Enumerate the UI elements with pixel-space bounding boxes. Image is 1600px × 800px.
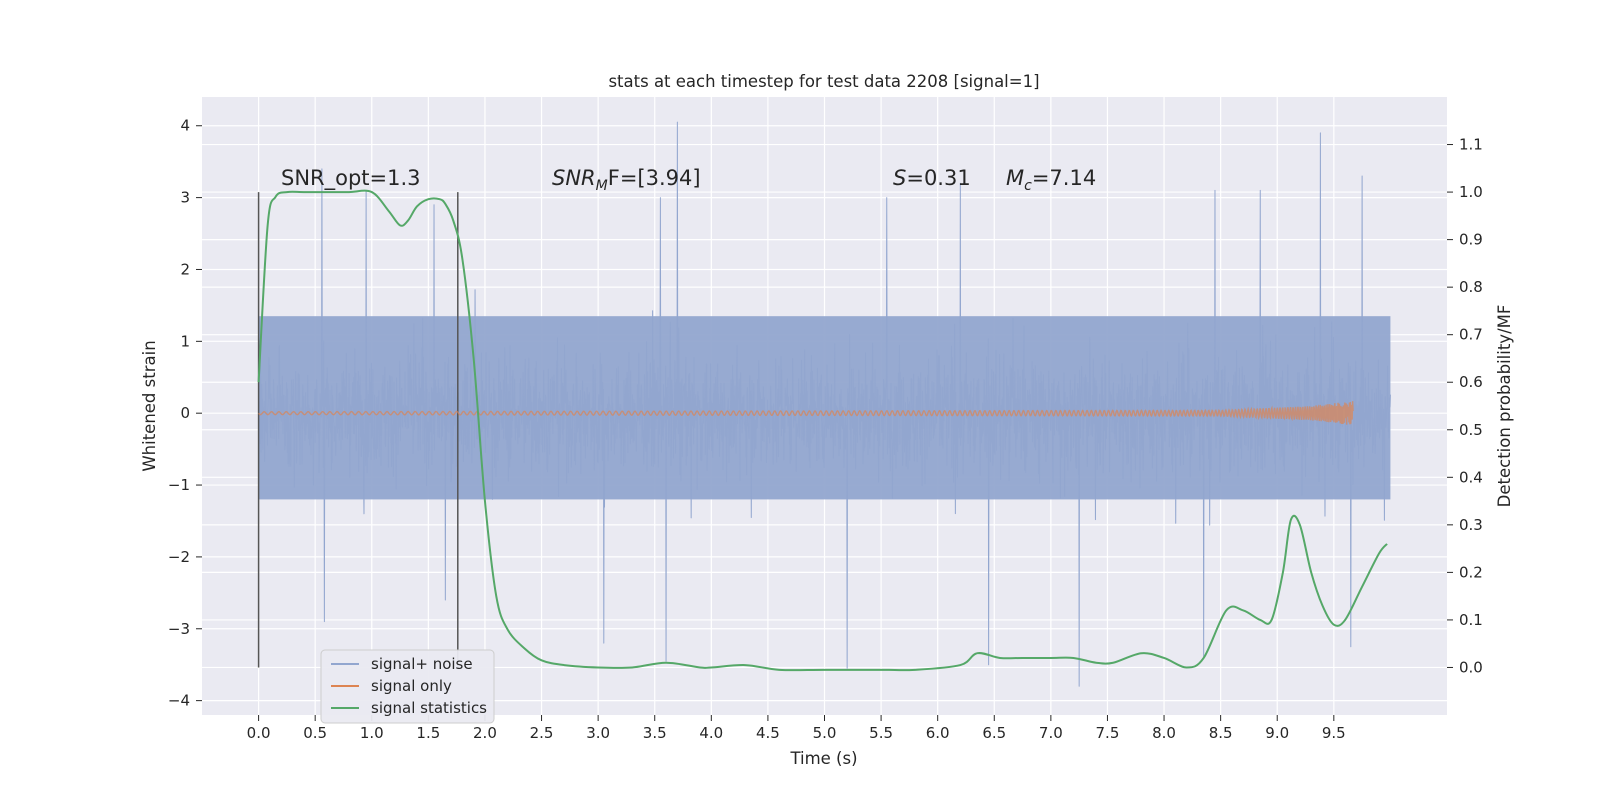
annotation-snr-mf-value: F=[3.94] xyxy=(608,166,701,190)
right-tick-label: 0.4 xyxy=(1459,468,1483,486)
x-tick-label: 1.5 xyxy=(416,724,440,742)
right-tick-label: 0.6 xyxy=(1459,373,1483,391)
right-tick-label: 0.3 xyxy=(1459,516,1483,534)
annotation-s-var: S xyxy=(893,166,906,190)
signal-only-series xyxy=(258,401,1354,425)
x-tick-label: 7.5 xyxy=(1096,724,1120,742)
right-axis-label: Detection probability/MF xyxy=(1495,305,1514,508)
x-tick-label: 9.0 xyxy=(1265,724,1289,742)
y-tick-label: 1 xyxy=(180,332,190,350)
annotation-mc-var: M xyxy=(1006,166,1024,190)
x-tick-label: 1.0 xyxy=(360,724,384,742)
x-tick-label: 8.5 xyxy=(1209,724,1233,742)
legend-label-signal-statistics: signal statistics xyxy=(371,699,487,717)
x-tick-label: 0.5 xyxy=(303,724,327,742)
y-tick-label: 0 xyxy=(180,404,190,422)
y-tick-label: −2 xyxy=(168,548,190,566)
legend-label-signal-only: signal only xyxy=(371,677,452,695)
right-tick-label: 0.7 xyxy=(1459,326,1483,344)
right-tick-label: 0.8 xyxy=(1459,278,1483,296)
annotation-snr-mf-var: SNR xyxy=(552,166,596,190)
x-tick-label: 0.0 xyxy=(247,724,271,742)
right-tick-label: 0.9 xyxy=(1459,231,1483,249)
y-axis-label: Whitened strain xyxy=(140,340,159,471)
signal-statistics-series xyxy=(257,189,1388,672)
x-tick-label: 8.0 xyxy=(1152,724,1176,742)
right-tick-label: 0.2 xyxy=(1459,563,1483,581)
x-axis-ticks: 0.0 0.5 1.0 1.5 2.0 2.5 3.0 3.5 4.0 4.5 5.0 5.5 6.0 6… xyxy=(247,715,1346,742)
signal-statistics-line xyxy=(257,189,1388,672)
x-tick-label: 5.0 xyxy=(813,724,837,742)
annotation-mc-value: =7.14 xyxy=(1032,166,1096,190)
y-tick-label: −3 xyxy=(168,620,190,638)
right-tick-label: 1.1 xyxy=(1459,136,1483,154)
y-tick-label: −4 xyxy=(168,692,190,710)
right-tick-label: 0.5 xyxy=(1459,421,1483,439)
legend-box xyxy=(320,649,495,724)
y-tick-label: 4 xyxy=(180,117,190,135)
x-tick-label: 2.5 xyxy=(530,724,554,742)
x-tick-label: 7.0 xyxy=(1039,724,1063,742)
x-tick-label: 9.5 xyxy=(1322,724,1346,742)
legend-label-signal-plus-noise: signal+ noise xyxy=(371,655,473,673)
annotation-s-value: =0.31 xyxy=(906,166,970,190)
x-tick-label: 5.5 xyxy=(869,724,893,742)
x-tick-label: 3.0 xyxy=(586,724,610,742)
right-tick-label: 0.1 xyxy=(1459,611,1483,629)
x-axis-label: Time (s) xyxy=(789,749,857,768)
annotation-mc: Mc=7.14 xyxy=(1006,166,1096,194)
x-tick-label: 6.5 xyxy=(982,724,1006,742)
x-tick-label: 4.5 xyxy=(756,724,780,742)
annotation-mc-sub: c xyxy=(1024,178,1032,194)
right-tick-label: 1.0 xyxy=(1459,183,1483,201)
y-tick-label: 2 xyxy=(180,260,190,278)
annotation-s: S=0.31 xyxy=(893,166,971,190)
window-markers xyxy=(257,192,459,668)
y-tick-label: −1 xyxy=(168,476,190,494)
signal-only-line xyxy=(258,401,1354,425)
x-tick-label: 2.0 xyxy=(473,724,497,742)
annotation-snr-mf: SNRMF=[3.94] xyxy=(552,166,701,194)
chart-title: stats at each timestep for test data 220… xyxy=(608,72,1039,91)
annotation-snr-mf-sub: M xyxy=(596,178,608,194)
y-tick-label: 3 xyxy=(180,189,190,207)
signal-plus-noise-series xyxy=(258,121,1391,687)
y-axis-ticks: 4 3 2 1 0 −1 −2 −3 −4 xyxy=(168,117,202,710)
right-tick-label: 0.0 xyxy=(1459,658,1483,676)
signal-plus-noise-line xyxy=(258,121,1391,687)
annotation-snr-opt: SNR_opt=1.3 xyxy=(281,166,421,191)
x-tick-label: 4.0 xyxy=(699,724,723,742)
x-tick-label: 6.0 xyxy=(926,724,950,742)
legend: signal+ noise signal only signal statist… xyxy=(320,649,495,724)
right-axis-ticks: 1.1 1.0 0.9 0.8 0.7 0.6 0.5 0.4 0.3 0.2 0.1 0.0 xyxy=(1447,136,1483,676)
x-tick-label: 3.5 xyxy=(643,724,667,742)
